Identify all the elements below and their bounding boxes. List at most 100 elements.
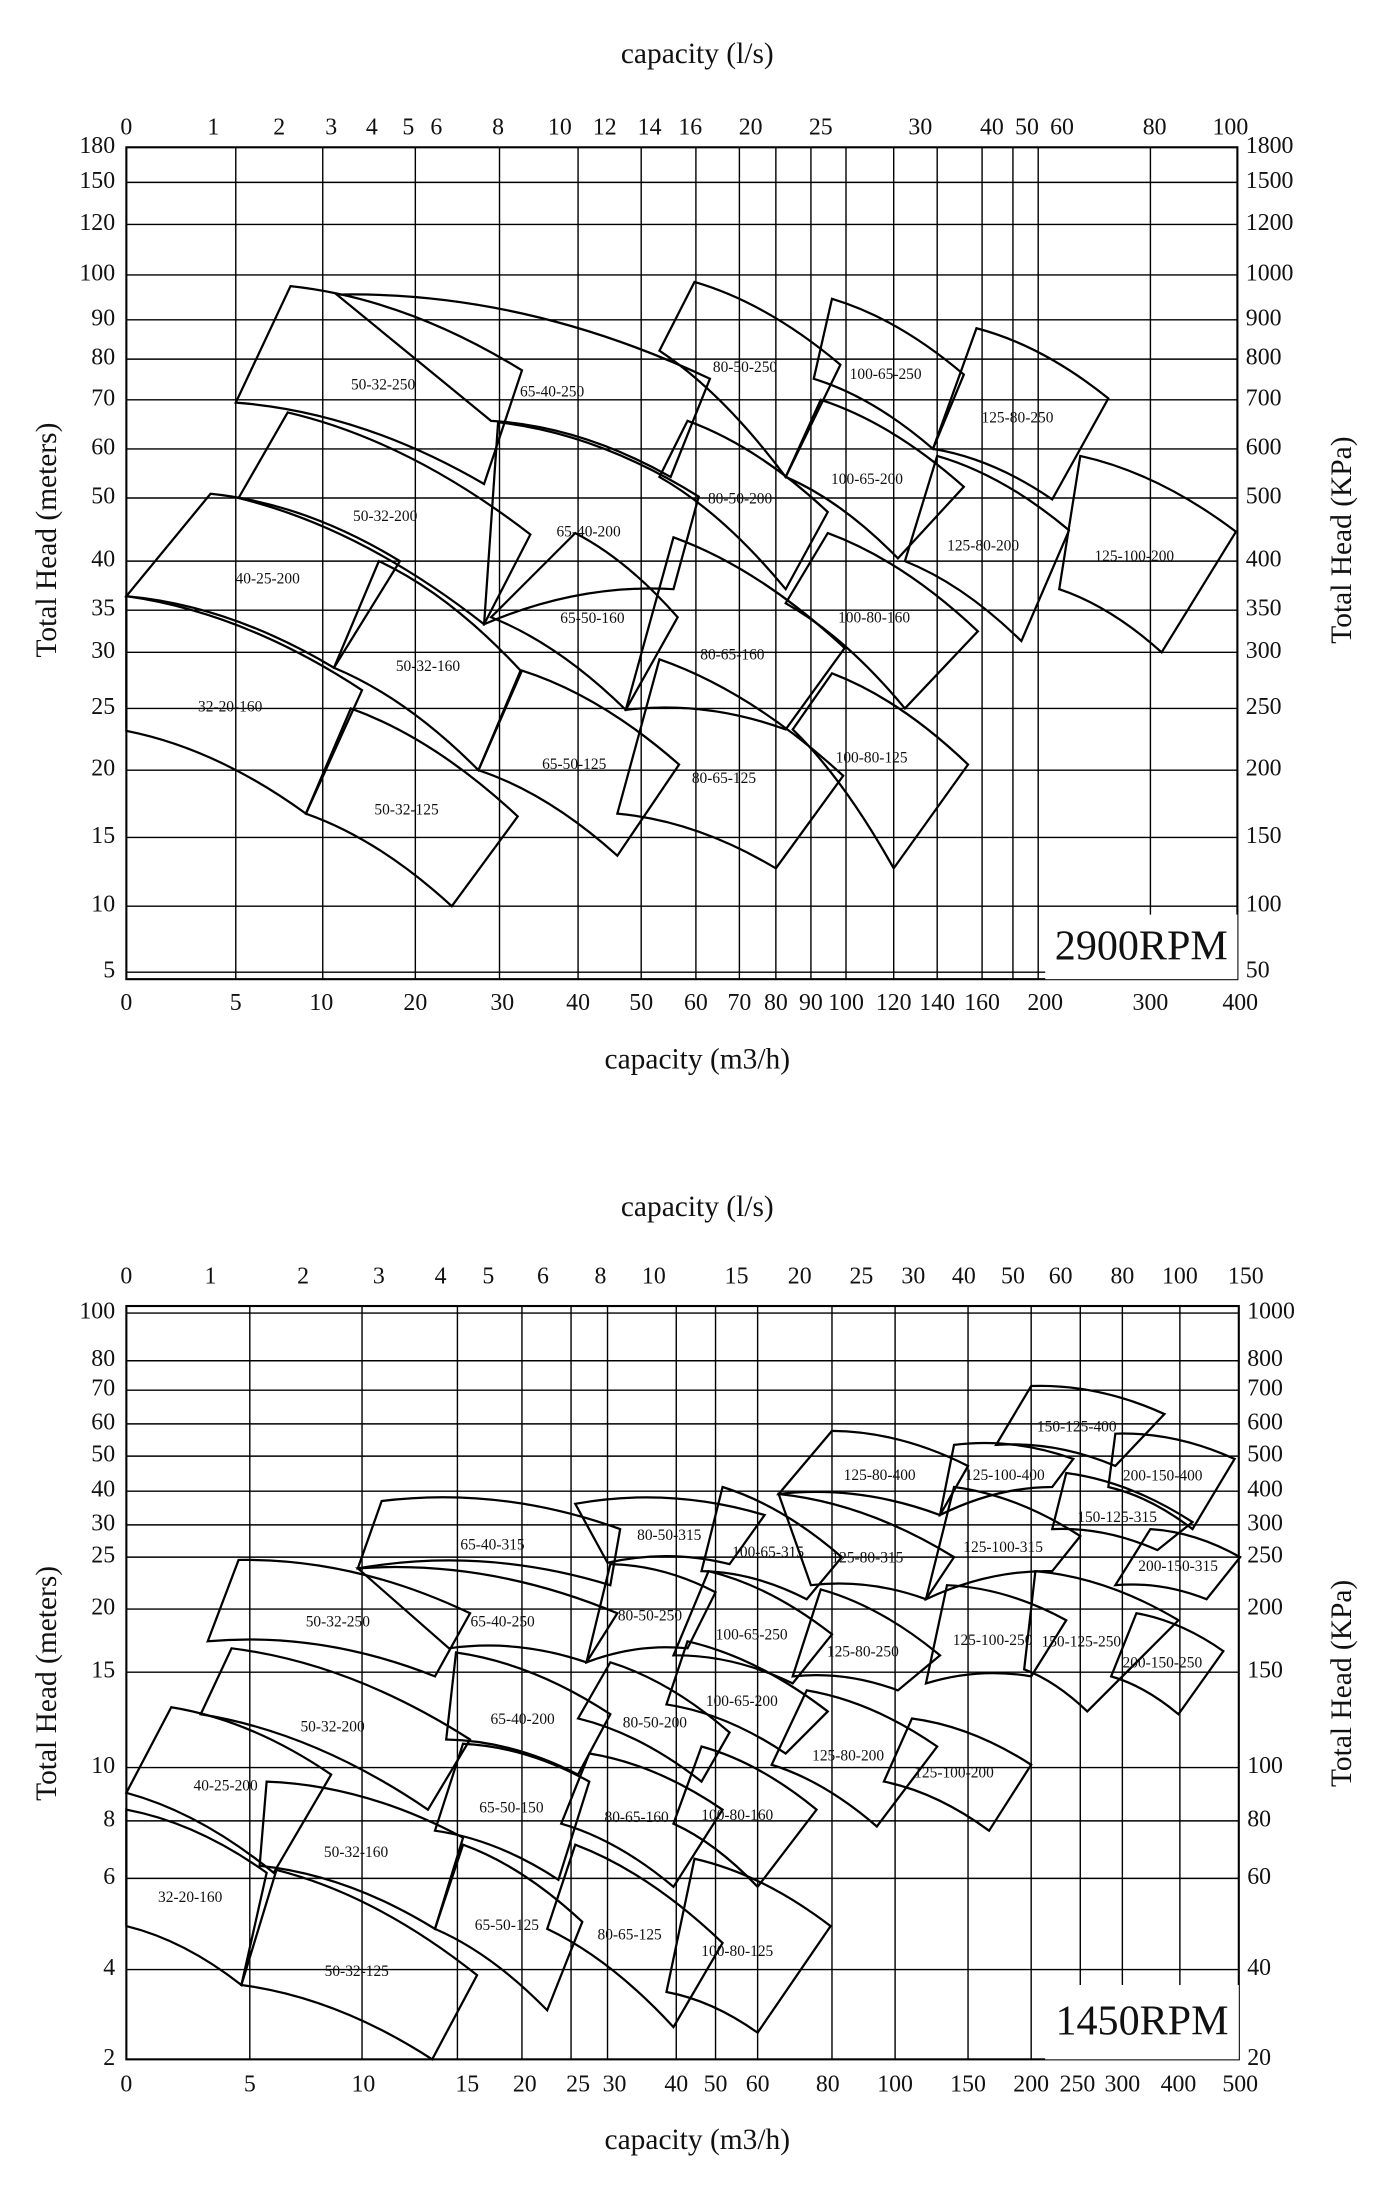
pump-range	[924, 1584, 1068, 1686]
pump-label: 125-80-200	[812, 1748, 884, 1765]
bottom-tick-label: 5	[230, 990, 242, 1016]
bottom-tick-label: 80	[764, 990, 788, 1016]
pump-range	[199, 1647, 472, 1812]
plot-frame	[125, 146, 1239, 981]
pump-label: 65-50-160	[560, 610, 625, 627]
speed-label: 2900RPM	[1055, 923, 1228, 969]
left-tick-label: 35	[91, 596, 115, 622]
left-tick-label: 20	[91, 1595, 115, 1621]
top-tick-label: 60	[1049, 1263, 1073, 1289]
pump-label: 65-40-250	[520, 383, 585, 400]
pump-range	[671, 1569, 834, 1685]
pump-label: 50-32-250	[351, 376, 416, 393]
pump-label: 200-150-400	[1123, 1468, 1203, 1485]
top-tick-label: 20	[739, 115, 763, 141]
plot-frame	[125, 1304, 1240, 2061]
pump-label: 125-100-200	[1094, 548, 1174, 565]
top-tick-label: 10	[548, 115, 572, 141]
pump-range	[903, 454, 1071, 644]
bottom-tick-label: 20	[513, 2071, 537, 2097]
pump-label: 150-125-315	[1077, 1509, 1157, 1526]
top-tick-label: 150	[1228, 1263, 1264, 1289]
top-tick-label: 3	[373, 1263, 385, 1289]
pump-label: 80-65-125	[692, 770, 757, 787]
right-tick-label: 700	[1246, 385, 1282, 411]
top-tick-label: 14	[638, 115, 662, 141]
right-tick-label: 400	[1246, 547, 1282, 573]
top-tick-label: 100	[1213, 115, 1249, 141]
bottom-tick-label: 10	[309, 990, 333, 1016]
pump-label: 150-125-400	[1037, 1418, 1117, 1435]
top-tick-label: 80	[1143, 115, 1167, 141]
pump-label: 80-65-160	[605, 1809, 670, 1826]
top-tick-label: 2	[273, 115, 285, 141]
pump-label: 50-32-250	[306, 1613, 371, 1630]
top-tick-label: 30	[901, 1263, 925, 1289]
bottom-tick-label: 200	[1013, 2071, 1049, 2097]
pump-range	[482, 421, 701, 627]
bottom-tick-label: 0	[120, 2071, 132, 2097]
right-tick-label: 250	[1247, 1543, 1283, 1569]
top-tick-label: 40	[952, 1263, 976, 1289]
pump-range	[124, 1705, 333, 1875]
left-tick-label: 120	[79, 210, 115, 236]
top-tick-label: 40	[980, 115, 1004, 141]
left-tick-label: 80	[91, 1346, 115, 1372]
bottom-tick-label: 500	[1222, 2071, 1258, 2097]
pump-range	[1109, 1611, 1225, 1716]
left-tick-label: 20	[91, 756, 115, 782]
top-tick-label: 30	[908, 115, 932, 141]
left-tick-label: 25	[91, 1543, 115, 1569]
right-tick-label: 100	[1246, 892, 1282, 918]
pump-label: 125-100-250	[953, 1632, 1033, 1649]
pump-label: 50-32-200	[353, 508, 418, 525]
pump-label: 65-40-200	[491, 1711, 556, 1728]
left-tick-label: 40	[91, 547, 115, 573]
pump-label: 32-20-160	[198, 698, 263, 715]
pump-label: 80-50-200	[708, 490, 773, 507]
bottom-tick-label: 250	[1060, 2071, 1096, 2097]
left-tick-label: 60	[91, 1409, 115, 1435]
pump-label: 200-150-315	[1138, 1558, 1218, 1575]
pump-label: 125-100-400	[965, 1467, 1045, 1484]
bottom-tick-label: 150	[950, 2071, 986, 2097]
pump-label: 125-100-315	[963, 1539, 1043, 1556]
top-tick-label: 60	[1050, 115, 1074, 141]
left-tick-label: 4	[103, 1955, 115, 1981]
pump-range	[239, 1868, 479, 2061]
right-axis-title: Total Head (KPa)	[1326, 436, 1358, 643]
bottom-tick-label: 10	[352, 2071, 376, 2097]
pump-range	[784, 531, 980, 711]
pump-label: 125-100-200	[914, 1764, 994, 1781]
top-tick-label: 10	[642, 1263, 666, 1289]
bottom-tick-label: 40	[566, 990, 590, 1016]
top-axis-title: capacity (l/s)	[621, 38, 774, 70]
pump-range	[700, 1485, 844, 1601]
bottom-tick-label: 200	[1027, 990, 1063, 1016]
pump-range	[624, 535, 847, 731]
top-tick-label: 5	[482, 1263, 494, 1289]
chart-panel: 0 1 2 3 4 5 6 8 10 12 14 16 20 25 30 40 50 60 80 1000 5 10 20 3…	[31, 38, 1358, 1076]
pump-range	[672, 1745, 819, 1889]
pump-label: 40-25-200	[193, 1777, 258, 1794]
pump-label: 100-80-160	[838, 610, 910, 627]
pump-range	[356, 1496, 622, 1587]
bottom-tick-label: 5	[244, 2071, 256, 2097]
pump-label: 100-65-250	[716, 1627, 788, 1644]
bottom-axis-title: capacity (m3/h)	[605, 1044, 791, 1076]
pump-range	[994, 1384, 1167, 1468]
pump-label: 100-80-125	[701, 1943, 773, 1960]
pump-range	[1113, 1527, 1242, 1601]
right-tick-label: 80	[1247, 1806, 1271, 1832]
pump-label: 100-80-125	[836, 749, 908, 766]
right-tick-label: 500	[1247, 1442, 1283, 1468]
pump-label: 100-65-250	[850, 366, 922, 383]
pump-range	[355, 1565, 620, 1664]
pump-range	[1050, 1471, 1195, 1552]
pump-label: 125-80-250	[827, 1643, 899, 1660]
pump-label: 125-80-400	[844, 1467, 916, 1484]
pump-label: 80-50-200	[623, 1714, 688, 1731]
bottom-tick-label: 400	[1161, 2071, 1197, 2097]
